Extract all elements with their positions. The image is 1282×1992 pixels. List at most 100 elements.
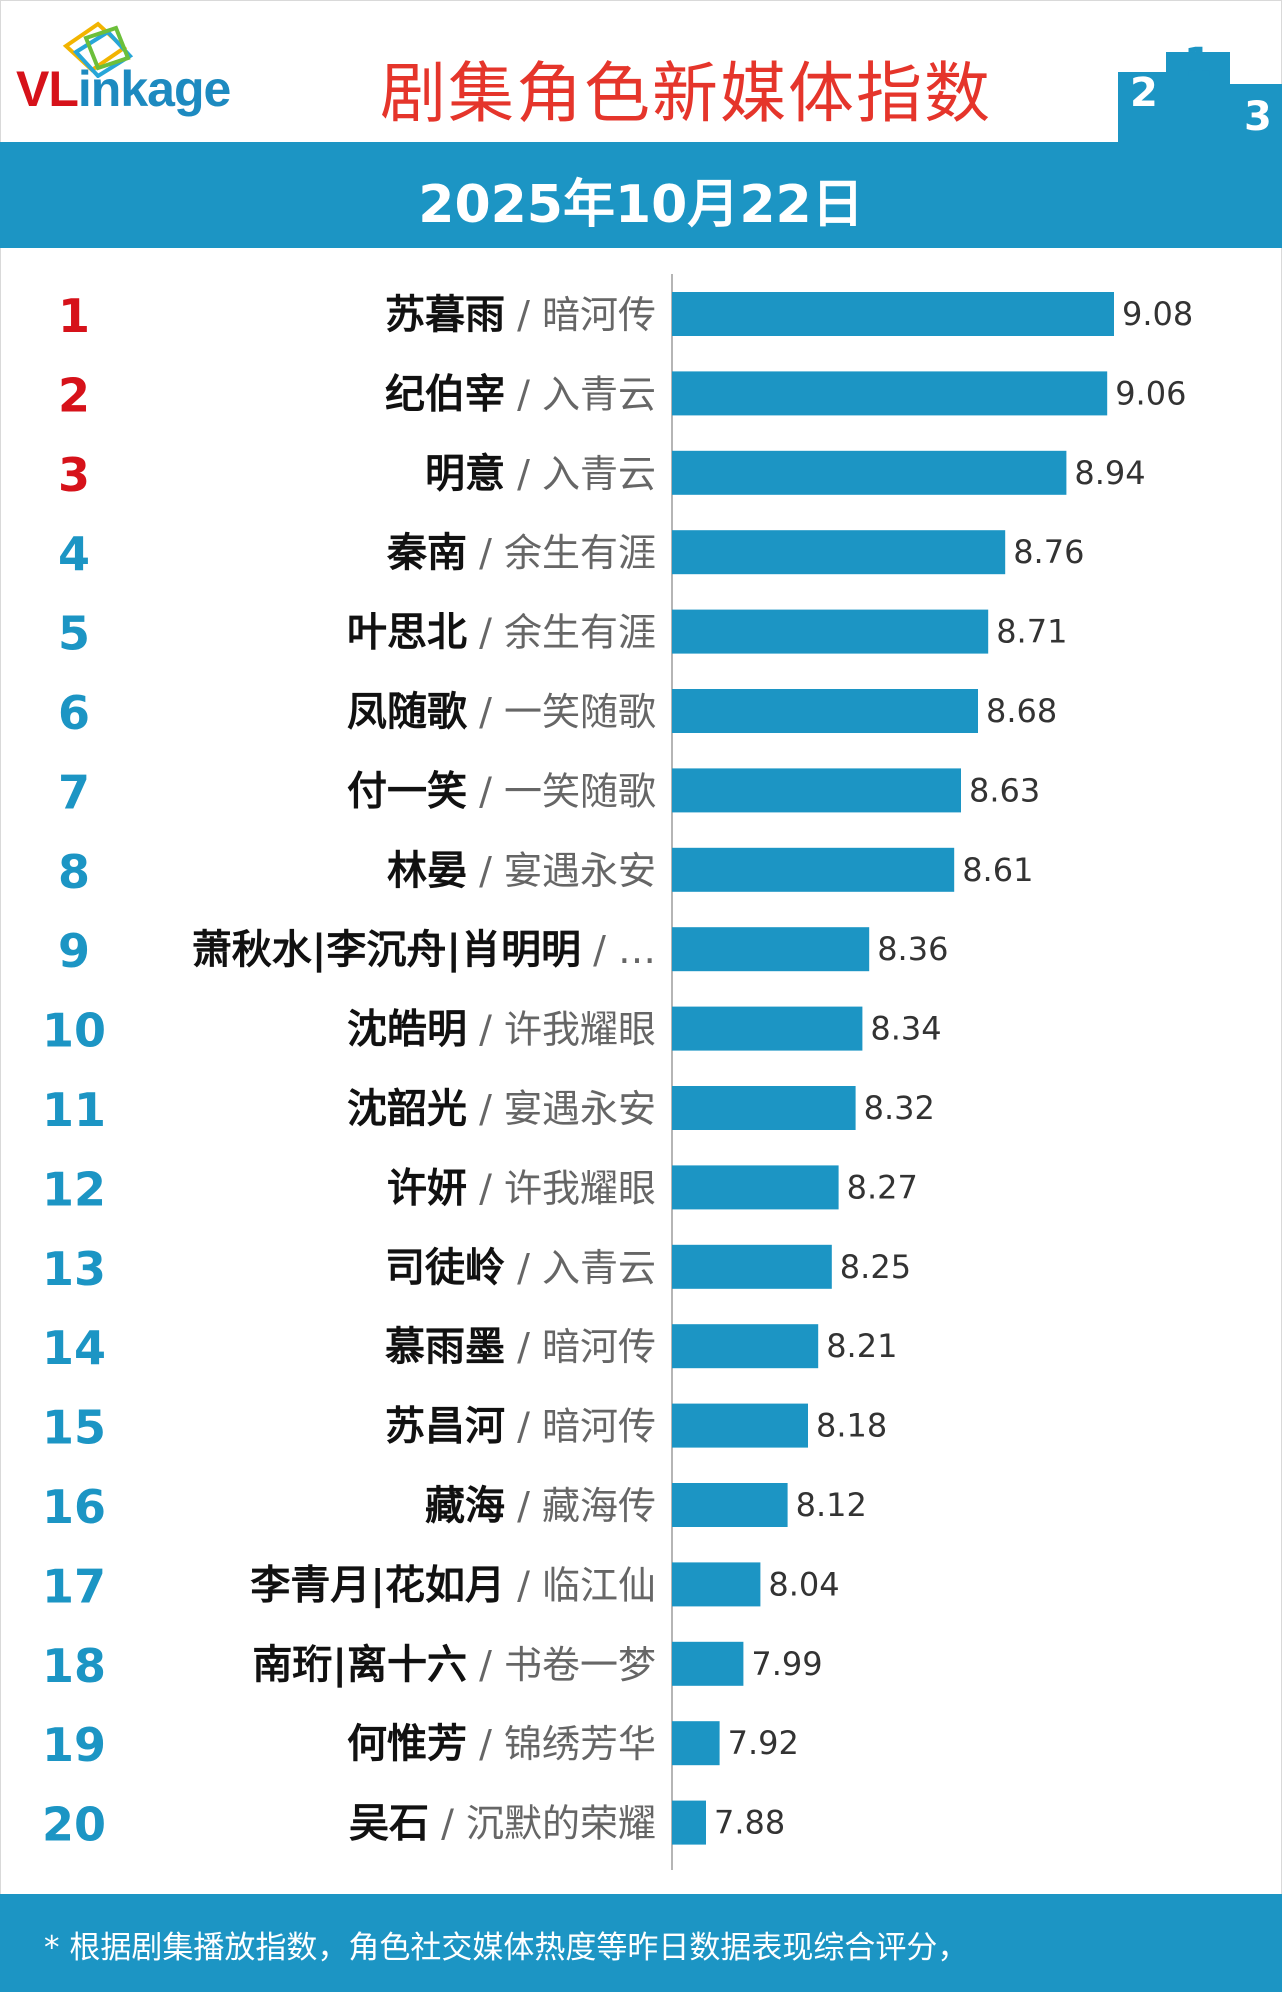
bar-19 [672, 1721, 720, 1766]
label-separator: / [505, 293, 542, 337]
drama-name: 许我耀眼 [504, 1008, 656, 1052]
value-label: 8.36 [877, 930, 948, 968]
bar-20 [672, 1800, 706, 1845]
ranking-bar-chart: 9.08 1 苏暮雨 / 暗河传 9.06 2 纪伯宰 / 入青云 8.94 3 明意 / 入青… [42, 274, 1193, 1870]
drama-name: 宴遇永安 [504, 849, 656, 893]
rank-label: 3 [58, 448, 90, 502]
bar-15 [672, 1403, 808, 1448]
category-label: 司徒岭 / 入青云 [385, 1245, 656, 1291]
character-name: 司徒岭 [385, 1245, 505, 1291]
value-label: 8.34 [870, 1010, 941, 1048]
footer-note: * 根据剧集播放指数，角色社交媒体热度等昨日数据表现综合评分， [44, 1930, 969, 1966]
character-name: 慕雨墨 [385, 1324, 505, 1370]
category-label: 叶思北 / 余生有涯 [347, 610, 656, 656]
bar-3 [672, 450, 1067, 495]
character-name: 萧秋水|李沉舟|肖明明 [192, 927, 581, 974]
category-label: 慕雨墨 / 暗河传 [385, 1324, 656, 1370]
bar-17 [672, 1562, 761, 1607]
page-title: 剧集角色新媒体指数 [380, 55, 992, 132]
category-label: 萧秋水|李沉舟|肖明明 / … [192, 927, 656, 974]
label-separator: / [429, 1802, 466, 1846]
value-label: 8.61 [962, 851, 1033, 889]
category-label: 林晏 / 宴遇永安 [387, 848, 656, 894]
character-name: 凤随歌 [347, 689, 468, 735]
value-label: 8.94 [1074, 454, 1145, 492]
value-label: 8.21 [826, 1327, 897, 1365]
rank-label: 5 [58, 607, 90, 661]
rank-label: 7 [58, 765, 90, 819]
drama-name: 余生有涯 [504, 611, 656, 655]
logo-text: VLinkage [16, 61, 231, 117]
rank-label: 4 [58, 527, 90, 581]
rank-label: 2 [58, 368, 90, 422]
bar-5 [672, 609, 989, 654]
drama-name: 暗河传 [542, 1405, 656, 1449]
label-separator: / [505, 1484, 542, 1528]
bar-14 [672, 1324, 819, 1369]
category-label: 苏昌河 / 暗河传 [385, 1404, 656, 1450]
character-name: 纪伯宰 [385, 371, 505, 417]
label-separator: / [467, 1008, 504, 1052]
category-label: 纪伯宰 / 入青云 [385, 371, 656, 417]
drama-name: 一笑随歌 [504, 690, 656, 734]
value-label: 8.63 [969, 771, 1040, 809]
label-separator: / [467, 769, 504, 813]
character-name: 林晏 [387, 848, 467, 894]
drama-name: 宴遇永安 [504, 1087, 656, 1131]
value-label: 8.32 [864, 1089, 935, 1127]
character-name: 李青月|花如月 [250, 1562, 505, 1609]
rank-label: 18 [42, 1639, 106, 1693]
rank-label: 8 [58, 845, 90, 899]
drama-name: 藏海传 [542, 1484, 656, 1528]
bar-1 [672, 292, 1114, 336]
character-name: 明意 [425, 451, 505, 497]
label-separator: / [581, 928, 618, 972]
drama-name: 入青云 [542, 372, 656, 416]
character-name: 南珩|离十六 [252, 1642, 467, 1689]
category-label: 藏海 / 藏海传 [425, 1483, 656, 1529]
label-separator: / [505, 1405, 542, 1449]
rank-label: 14 [42, 1321, 106, 1375]
bar-18 [672, 1641, 744, 1686]
rank-label: 10 [42, 1004, 106, 1058]
drama-name: 沉默的荣耀 [466, 1802, 656, 1846]
drama-name: … [618, 928, 656, 972]
bar-13 [672, 1244, 832, 1289]
category-label: 许妍 / 许我耀眼 [387, 1165, 656, 1211]
podium-label-1: 1 [1184, 40, 1212, 86]
rank-label: 6 [58, 686, 90, 740]
value-label: 7.92 [728, 1724, 799, 1762]
drama-name: 锦绣芳华 [504, 1722, 656, 1766]
podium-icon: 2 1 3 [1118, 40, 1282, 142]
label-separator: / [467, 531, 504, 575]
vlinkage-logo: VLinkage [14, 18, 284, 128]
character-name: 付一笑 [347, 768, 467, 814]
podium-label-3: 3 [1244, 94, 1272, 140]
character-name: 苏昌河 [385, 1404, 505, 1450]
bar-10 [672, 1006, 863, 1051]
drama-name: 入青云 [542, 1246, 656, 1290]
rank-label: 17 [42, 1559, 106, 1613]
character-name: 藏海 [425, 1483, 505, 1529]
bar-4 [672, 530, 1006, 575]
category-label: 付一笑 / 一笑随歌 [347, 768, 656, 814]
logo-cards-icon [62, 21, 134, 78]
drama-name: 书卷一梦 [504, 1643, 656, 1687]
bar-7 [672, 768, 961, 813]
category-label: 南珩|离十六 / 书卷一梦 [252, 1642, 656, 1689]
character-name: 沈皓明 [347, 1007, 467, 1053]
value-label: 8.25 [840, 1248, 911, 1286]
category-label: 秦南 / 余生有涯 [387, 530, 656, 576]
rank-label: 15 [42, 1401, 106, 1455]
rank-label: 9 [58, 924, 90, 978]
rank-label: 12 [42, 1162, 106, 1216]
character-name: 秦南 [387, 530, 467, 576]
drama-name: 一笑随歌 [504, 769, 656, 813]
drama-name: 入青云 [542, 452, 656, 496]
character-name: 沈韶光 [347, 1086, 467, 1132]
category-label: 苏暮雨 / 暗河传 [385, 292, 656, 338]
value-label: 8.18 [816, 1407, 887, 1445]
value-label: 8.12 [796, 1486, 867, 1524]
category-label: 明意 / 入青云 [425, 451, 656, 497]
bar-2 [672, 371, 1108, 416]
